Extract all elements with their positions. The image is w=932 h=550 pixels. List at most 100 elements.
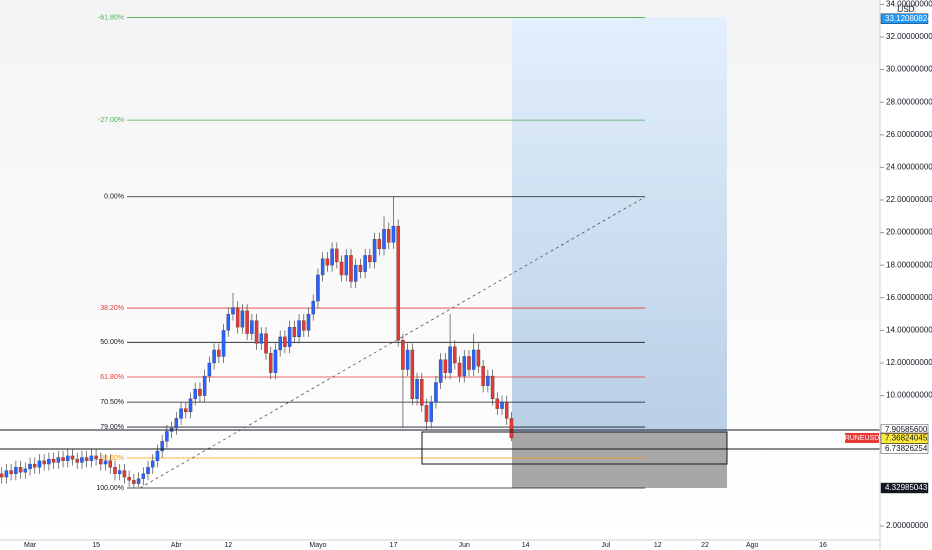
candle-body — [462, 356, 467, 377]
candle-body — [136, 478, 141, 484]
candle-body — [415, 379, 419, 399]
candle-body — [32, 463, 37, 468]
candle-body — [160, 441, 164, 452]
x-tick-label: Ago — [746, 542, 759, 549]
candle-body — [434, 382, 438, 403]
candle-body — [217, 349, 221, 357]
candle-body — [486, 375, 490, 386]
candle-body — [122, 470, 127, 478]
x-tick-label: 15 — [92, 542, 100, 549]
stop-zone — [512, 432, 727, 488]
candle-body — [37, 460, 42, 468]
candle-body — [28, 463, 32, 470]
y-tick-label: 32.00000000 — [886, 32, 932, 41]
candle-body — [240, 310, 245, 328]
y-tick-label: 2.00000000 — [886, 521, 929, 530]
candle-body — [448, 346, 452, 373]
candle-body — [268, 353, 273, 373]
candle-body — [47, 459, 51, 465]
candle-body — [155, 450, 160, 461]
candles — [0, 196, 514, 489]
candle-body — [254, 320, 259, 344]
candle-body — [509, 418, 514, 439]
fib-levels: -61.80% -27.00% 0.00% 38.20% 50.00% 61.80% 70.… — [96, 14, 645, 492]
candle-body — [250, 320, 254, 334]
y-tick-label: 34.00000000 — [886, 0, 932, 9]
price-tag-label: 33.12080824 — [885, 14, 932, 23]
candle-body — [80, 457, 84, 463]
candle-body — [386, 229, 391, 243]
x-tick-label: 16 — [819, 542, 827, 549]
candle-body — [207, 362, 212, 377]
candle-body — [401, 340, 405, 370]
candle-body — [311, 300, 315, 315]
fib-label: 50.00% — [100, 339, 124, 346]
candle-body — [349, 255, 353, 282]
candle-body — [9, 470, 13, 474]
y-tick-label: 30.00000000 — [886, 65, 932, 74]
candle-body — [184, 408, 188, 413]
candle-body — [316, 274, 320, 302]
candle-body — [297, 320, 301, 338]
price-tag-label: 7.90585600 — [885, 425, 928, 434]
candle-body — [344, 255, 349, 276]
candle-body — [132, 480, 136, 484]
candle-body — [278, 336, 282, 351]
candle-body — [490, 375, 495, 399]
candle-body — [443, 359, 448, 373]
candle-body — [457, 362, 462, 377]
x-tick-label: Mar — [24, 542, 37, 549]
candle-body — [174, 418, 179, 429]
currency: USD — [898, 5, 915, 14]
candle-body — [500, 401, 504, 409]
candle-body — [221, 330, 226, 357]
y-tick-label: 18.00000000 — [886, 260, 932, 269]
y-tick-label: 28.00000000 — [886, 97, 932, 106]
price-tag-label: 7.36824045 — [885, 434, 928, 443]
candle-body — [117, 470, 122, 474]
candle-body — [391, 225, 396, 243]
x-tick-label: 17 — [390, 542, 398, 549]
candle-body — [198, 388, 202, 396]
time-axis — [0, 540, 880, 550]
candle-body — [471, 349, 476, 370]
y-tick-label: 24.00000000 — [886, 163, 932, 172]
target-zone — [512, 17, 727, 432]
candle-body — [476, 349, 481, 367]
candle-body — [188, 398, 193, 413]
candle-body — [368, 255, 372, 263]
y-tick-label: 12.00000000 — [886, 358, 932, 367]
candle-body — [127, 476, 131, 481]
candle-body — [302, 320, 306, 331]
candle-body — [405, 349, 410, 370]
fib-label: 61.80% — [100, 374, 124, 381]
candle-body — [245, 310, 249, 334]
plot-background — [0, 0, 880, 540]
candle-body — [335, 248, 339, 263]
symbol-tag — [845, 432, 879, 443]
candle-body — [320, 258, 325, 276]
fib-label: -61.80% — [98, 14, 124, 21]
candle-body — [358, 265, 363, 272]
candle-body — [283, 336, 287, 347]
candle-body — [330, 248, 334, 266]
y-tick-label: 22.00000000 — [886, 195, 932, 204]
candle-body — [292, 326, 297, 338]
candle-body — [103, 460, 108, 465]
x-tick-label: 12 — [654, 542, 662, 549]
candle-body — [306, 313, 311, 331]
x-tick-label: 14 — [522, 542, 530, 549]
candle-body — [259, 333, 264, 344]
candle-body — [495, 398, 500, 409]
candle-body — [179, 408, 183, 419]
fib-label: -27.00% — [98, 117, 124, 124]
y-tick-label: 16.00000000 — [886, 293, 932, 302]
price-tag — [880, 443, 929, 454]
candle-body — [382, 229, 386, 250]
candle-body — [363, 255, 367, 272]
candle-body — [61, 457, 65, 461]
candle-body — [66, 455, 70, 461]
candle-body — [396, 225, 400, 341]
candle-body — [23, 468, 28, 473]
